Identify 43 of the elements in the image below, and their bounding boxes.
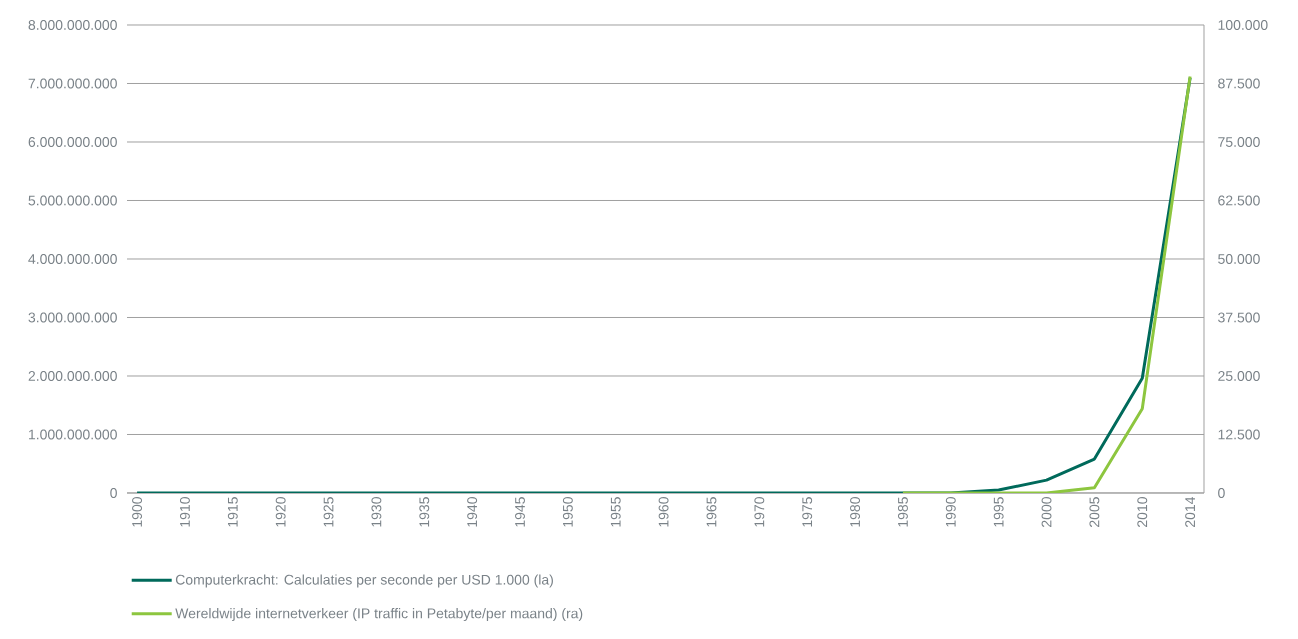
y2-tick-label: 25.000	[1218, 371, 1260, 381]
legend-label: Wereldwijde internetverkeer (IP traffic in Petabyte/per maand) (ra)	[175, 608, 583, 622]
x-tick-label: 1980	[850, 497, 861, 527]
y-tick-label: 1.000.000.000	[29, 429, 117, 440]
x-tick-label: 1940	[467, 497, 478, 527]
x-tick-label: 1935	[419, 497, 430, 527]
x-tick-label: 1945	[515, 497, 525, 527]
x-tick-label: 2000	[1041, 497, 1052, 527]
x-tick-label: 1930	[371, 497, 382, 527]
x-tick-label: 1915	[227, 497, 238, 527]
x-tick-label: 1950	[562, 497, 573, 527]
y-tick-label: 5.000.000.000	[28, 195, 117, 206]
x-tick-label: 1965	[706, 497, 717, 527]
y-tick-label: 7.000.000.000	[28, 78, 117, 89]
x-tick-label: 1955	[610, 497, 621, 527]
y2-tick-label: 62.500	[1218, 195, 1260, 206]
x-tick-label: 1920	[275, 497, 286, 527]
x-tick-label: 2010	[1137, 497, 1148, 527]
legend-label: Computerkracht: Calculaties per seconde per USD 1.000 (la)	[175, 574, 553, 588]
x-tick-label: 1925	[323, 497, 334, 527]
x-tick-label: 2014	[1185, 496, 1196, 527]
y2-tick-label: 37.500	[1218, 312, 1260, 323]
y2-tick-label: 0	[1218, 488, 1225, 498]
y-tick-label: 2.000.000.000	[28, 371, 117, 381]
x-tick-label: 1900	[132, 497, 143, 527]
y-tick-label: 8.000.000.000	[28, 20, 117, 30]
y-tick-label: 3.000.000.000	[28, 312, 117, 323]
y2-tick-label: 87.500	[1218, 78, 1260, 89]
x-tick-label: 1970	[754, 497, 765, 527]
x-tick-label: 1975	[802, 497, 813, 527]
x-tick-label: 1985	[897, 497, 908, 527]
y2-tick-label: 100.000	[1218, 20, 1268, 30]
x-tick-label: 2005	[1089, 497, 1100, 527]
y-tick-label: 4.000.000.000	[28, 254, 117, 264]
y2-tick-label: 75.000	[1218, 137, 1260, 147]
x-tick-label: 1990	[945, 497, 956, 527]
x-tick-label: 1995	[993, 497, 1004, 527]
y2-tick-label: 50.000	[1218, 254, 1260, 264]
y2-tick-label: 12.500	[1218, 429, 1260, 440]
y-tick-label: 0	[110, 488, 117, 498]
y-tick-label: 6.000.000.000	[28, 137, 117, 147]
x-tick-label: 1910	[179, 497, 190, 527]
x-tick-label: 1960	[658, 497, 669, 527]
